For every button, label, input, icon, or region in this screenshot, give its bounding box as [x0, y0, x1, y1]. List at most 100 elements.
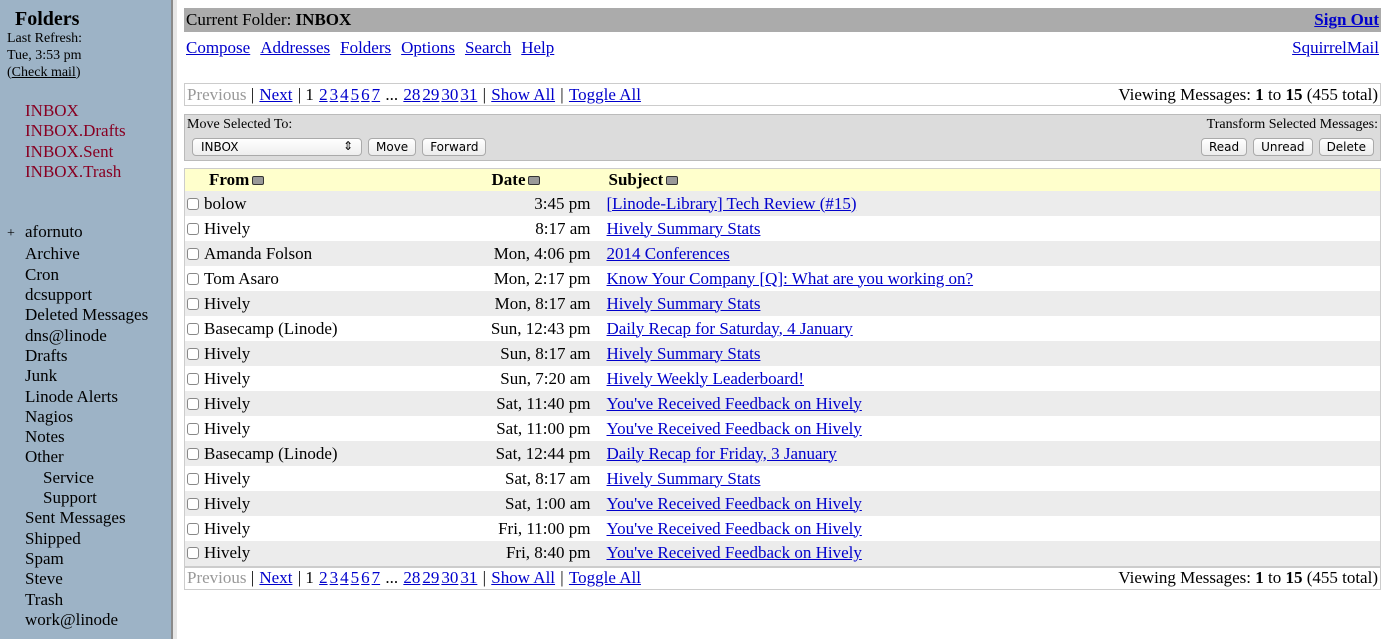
check-mail-link[interactable]: Check mail — [11, 65, 76, 80]
message-row[interactable]: Hively Fri, 8:40 pm You've Received Feed… — [184, 541, 1381, 566]
page-link[interactable]: 31 — [460, 84, 478, 104]
select-checkbox[interactable] — [187, 547, 199, 560]
sort-icon[interactable] — [528, 176, 541, 185]
message-row[interactable]: Hively 8:17 am Hively Summary Stats — [185, 216, 1381, 241]
sign-out-link[interactable]: Sign Out — [1314, 10, 1379, 29]
page-link[interactable]: 2 — [319, 84, 328, 104]
next-link[interactable]: Next — [259, 568, 293, 587]
page-link[interactable]: 4 — [340, 568, 349, 587]
sort-icon[interactable] — [666, 176, 679, 185]
select-checkbox[interactable] — [187, 422, 199, 435]
nav-options[interactable]: Options — [401, 38, 455, 57]
message-subject-link[interactable]: Daily Recap for Friday, 3 January — [606, 443, 837, 463]
toggle-all-link[interactable]: Toggle All — [568, 568, 641, 587]
message-row[interactable]: Hively Fri, 11:00 pm You've Received Fee… — [185, 516, 1381, 541]
read-button[interactable]: Read — [1200, 138, 1248, 156]
folder-item[interactable]: Nagios — [25, 406, 74, 426]
message-subject-link[interactable]: You've Received Feedback on Hively — [606, 418, 862, 438]
message-row[interactable]: Basecamp (Linode) Sun, 12:43 pm Daily Re… — [185, 316, 1381, 341]
page-link[interactable]: 3 — [329, 84, 339, 104]
message-row[interactable]: Hively Sun, 8:17 am Hively Summary Stats — [184, 341, 1381, 366]
folder-item[interactable]: Trash — [25, 589, 64, 609]
page-link[interactable]: 3 — [329, 568, 339, 587]
message-subject-link[interactable]: Hively Summary Stats — [606, 468, 761, 488]
nav-addresses[interactable]: Addresses — [260, 38, 331, 57]
folder-item[interactable]: Cron — [25, 264, 59, 284]
message-row[interactable]: Hively Sat, 1:00 am You've Received Feed… — [184, 491, 1381, 516]
page-link[interactable]: 6 — [361, 84, 370, 104]
nav-compose[interactable]: Compose — [186, 38, 251, 57]
select-checkbox[interactable] — [187, 497, 199, 510]
message-subject-link[interactable]: Daily Recap for Saturday, 4 January — [606, 318, 853, 338]
folder-item[interactable]: dns@linode — [25, 325, 107, 345]
frame-divider[interactable] — [171, 0, 177, 639]
page-link[interactable]: 7 — [371, 84, 381, 104]
folder-item[interactable]: Shipped — [25, 528, 81, 548]
folder-item[interactable]: Linode Alerts — [25, 386, 119, 406]
folder-special[interactable]: INBOX.Trash — [25, 161, 122, 181]
select-checkbox[interactable] — [187, 372, 199, 385]
nav-folders[interactable]: Folders — [340, 38, 392, 57]
folder-item[interactable]: work@linode — [25, 609, 119, 629]
message-row[interactable]: Hively Sat, 11:40 pm You've Received Fee… — [184, 391, 1381, 416]
message-subject-link[interactable]: Hively Summary Stats — [606, 343, 761, 363]
folder-item[interactable]: Steve — [25, 569, 63, 589]
select-checkbox[interactable] — [187, 472, 199, 485]
folder-item[interactable]: Notes — [25, 427, 65, 447]
select-checkbox[interactable] — [187, 347, 199, 360]
message-row[interactable]: Tom Asaro Mon, 2:17 pm Know Your Company… — [185, 266, 1381, 291]
folder-item[interactable]: Support — [43, 488, 97, 508]
page-link[interactable]: 5 — [350, 84, 360, 104]
page-link[interactable]: 2 — [319, 568, 328, 587]
folder-item[interactable]: Spam — [25, 548, 64, 568]
page-link[interactable]: 30 — [441, 84, 459, 104]
next-link[interactable]: Next — [259, 84, 293, 104]
message-subject-link[interactable]: You've Received Feedback on Hively — [606, 393, 862, 413]
select-checkbox[interactable] — [187, 397, 199, 410]
show-all-link[interactable]: Show All — [491, 84, 556, 104]
select-checkbox[interactable] — [187, 447, 199, 460]
folder-special[interactable]: INBOX.Drafts — [25, 121, 126, 141]
page-link[interactable]: 28 — [403, 84, 421, 104]
message-subject-link[interactable]: You've Received Feedback on Hively — [606, 543, 862, 563]
delete-button[interactable]: Delete — [1318, 138, 1374, 156]
page-link[interactable]: 31 — [460, 568, 478, 587]
page-link[interactable]: 29 — [422, 84, 440, 104]
select-checkbox[interactable] — [187, 197, 199, 210]
folder-item[interactable]: Other — [25, 447, 64, 467]
folder-special[interactable]: INBOX — [25, 101, 79, 120]
select-checkbox[interactable] — [187, 322, 199, 335]
page-link[interactable]: 5 — [350, 568, 360, 587]
squirrelmail-link[interactable]: SquirrelMail — [1292, 38, 1379, 57]
message-subject-link[interactable]: Know Your Company [Q]: What are you work… — [606, 268, 974, 288]
subject-column-header[interactable]: Subject — [604, 168, 1381, 191]
message-row[interactable]: Basecamp (Linode) Sat, 12:44 pm Daily Re… — [184, 441, 1381, 466]
page-link[interactable]: 28 — [403, 568, 421, 587]
expand-toggle[interactable]: + — [7, 226, 15, 242]
select-checkbox[interactable] — [187, 272, 199, 285]
move-folder-select[interactable]: INBOX ⇕ — [192, 138, 362, 156]
message-row[interactable]: Hively Mon, 8:17 am Hively Summary Stats — [184, 291, 1381, 316]
message-subject-link[interactable]: Hively Weekly Leaderboard! — [606, 368, 805, 388]
message-subject-link[interactable]: Hively Summary Stats — [606, 293, 761, 313]
message-subject-link[interactable]: [Linode-Library] Tech Review (#15) — [606, 193, 857, 213]
folder-item[interactable]: Service — [43, 467, 94, 487]
folder-item[interactable]: Deleted Messages — [25, 305, 149, 325]
select-checkbox[interactable] — [187, 247, 199, 260]
message-subject-link[interactable]: You've Received Feedback on Hively — [606, 493, 862, 513]
select-checkbox[interactable] — [187, 222, 199, 235]
forward-button[interactable]: Forward — [422, 138, 487, 156]
message-row[interactable]: Hively Sat, 11:00 pm You've Received Fee… — [185, 416, 1381, 441]
page-link[interactable]: 4 — [340, 84, 349, 104]
folder-item[interactable]: + afornuto — [7, 222, 171, 244]
sort-icon[interactable] — [252, 176, 265, 185]
folder-item[interactable]: Archive — [25, 244, 80, 264]
message-row[interactable]: Hively Sun, 7:20 am Hively Weekly Leader… — [185, 366, 1381, 391]
date-column-header[interactable]: Date — [484, 168, 605, 191]
select-checkbox[interactable] — [187, 297, 199, 310]
message-subject-link[interactable]: You've Received Feedback on Hively — [606, 518, 862, 538]
nav-search[interactable]: Search — [464, 38, 512, 57]
move-button[interactable]: Move — [368, 138, 417, 156]
folder-item[interactable]: dcsupport — [25, 285, 93, 305]
message-row[interactable]: bolow 3:45 pm [Linode-Library] Tech Revi… — [184, 191, 1381, 216]
